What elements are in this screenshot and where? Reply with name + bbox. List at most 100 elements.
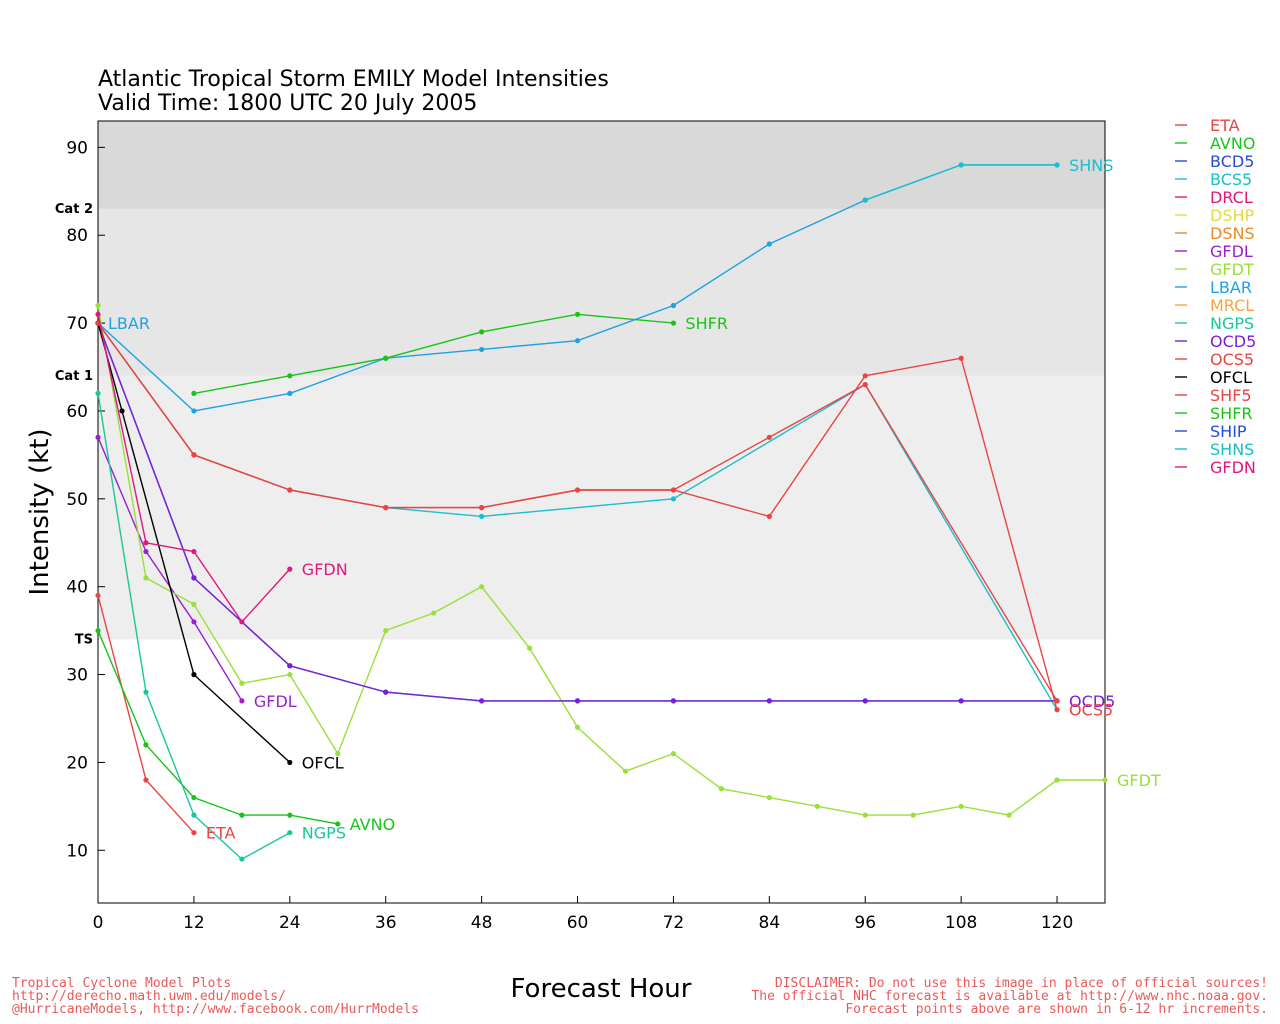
footer-right-line: The official NHC forecast is available a… xyxy=(751,989,1268,1004)
legend-label: OFCL xyxy=(1210,368,1252,387)
data-point xyxy=(143,548,149,555)
y-tick-label: 60 xyxy=(66,402,88,422)
x-tick-label: 84 xyxy=(759,913,781,933)
data-point xyxy=(143,540,149,546)
data-point xyxy=(191,452,197,458)
footer-left-line: @HurricaneModels, http://www.facebook.co… xyxy=(12,1002,419,1017)
data-point xyxy=(1054,707,1060,713)
legend-label: OCD5 xyxy=(1210,332,1256,351)
legend: ETAAVNOBCD5BCS5DRCLDSHPDSNSGFDLGFDTLBARM… xyxy=(1175,116,1256,477)
x-tick-label: 24 xyxy=(279,913,301,933)
data-point xyxy=(287,830,293,836)
data-point xyxy=(622,768,629,774)
data-point xyxy=(287,663,293,669)
data-point xyxy=(287,487,293,493)
series-end-label: GFDN xyxy=(302,560,348,579)
data-point xyxy=(119,408,125,414)
data-point xyxy=(1054,698,1060,704)
data-point xyxy=(1102,777,1108,783)
data-point xyxy=(143,777,149,783)
data-point xyxy=(287,566,293,572)
y-tick-label: 40 xyxy=(66,578,88,598)
data-point xyxy=(479,513,485,519)
data-point xyxy=(574,698,581,704)
series-end-label: OCD5 xyxy=(1069,692,1115,711)
intensity-band xyxy=(98,208,1105,376)
data-point xyxy=(287,373,293,379)
x-tick-label: 0 xyxy=(93,913,104,933)
data-point xyxy=(766,434,772,440)
data-point xyxy=(239,856,245,862)
legend-label: DSNS xyxy=(1210,224,1255,243)
x-tick-label: 12 xyxy=(183,913,205,933)
series-line-ofcl xyxy=(97,322,291,763)
legend-label: GFDT xyxy=(1210,260,1254,279)
band-label: Cat 1 xyxy=(55,369,93,384)
data-point xyxy=(958,698,964,704)
intensity-bands: TS Cat 1 Cat 2 xyxy=(55,121,1105,647)
series-line-avno xyxy=(97,630,338,825)
band-label: Cat 2 xyxy=(55,202,93,217)
series-end-label: NGPS xyxy=(302,824,346,843)
x-tick-label: 120 xyxy=(1041,913,1073,933)
series-end-label: SHNS xyxy=(1069,156,1113,175)
footer-left: Tropical Cyclone Model Plots http://dere… xyxy=(12,976,419,1017)
data-point xyxy=(191,390,197,396)
x-tick-label: 72 xyxy=(663,913,685,933)
data-point xyxy=(239,698,245,704)
legend-label: BCS5 xyxy=(1210,170,1252,189)
y-tick-label: 30 xyxy=(66,666,88,686)
series-end-label: GFDL xyxy=(254,692,297,711)
data-point xyxy=(1054,777,1060,783)
data-point xyxy=(958,803,964,809)
data-point xyxy=(335,751,341,757)
data-point xyxy=(862,812,868,818)
data-point xyxy=(670,302,677,309)
x-tick-label: 96 xyxy=(854,913,876,933)
data-point xyxy=(670,751,677,757)
footer-left-line: Tropical Cyclone Model Plots xyxy=(12,976,231,991)
data-point xyxy=(574,487,581,493)
series-end-label: GFDT xyxy=(1117,771,1161,790)
y-tick-label: 50 xyxy=(66,490,88,510)
data-point xyxy=(1006,812,1012,818)
data-point xyxy=(383,689,389,695)
x-tick-label: 60 xyxy=(567,913,589,933)
legend-label: GFDN xyxy=(1210,458,1256,477)
data-point xyxy=(95,390,101,396)
data-point xyxy=(574,724,581,730)
data-point xyxy=(143,575,149,581)
data-point xyxy=(287,812,293,818)
data-point xyxy=(766,241,772,247)
legend-label: SHIP xyxy=(1210,422,1247,441)
plot-area: 0 12 24 36 48 60 72 84 96 108 120 10 20 30 40 50 60 70 80 9… xyxy=(66,120,1106,933)
data-point xyxy=(143,689,149,695)
data-point xyxy=(910,812,916,818)
series-end-label: ETA xyxy=(206,824,236,843)
data-point xyxy=(287,759,293,766)
y-tick-label: 70 xyxy=(66,314,88,334)
intensity-band xyxy=(98,375,1105,640)
data-point xyxy=(862,373,868,379)
legend-label: AVNO xyxy=(1210,134,1255,153)
data-point xyxy=(191,812,197,818)
data-point xyxy=(239,619,245,625)
chart-subtitle: Valid Time: 1800 UTC 20 July 2005 xyxy=(98,91,477,116)
data-point xyxy=(95,628,101,634)
series-layer xyxy=(95,162,1108,862)
footer-right-line: DISCLAIMER: Do not use this image in pla… xyxy=(775,976,1268,991)
data-point xyxy=(191,575,197,581)
data-point xyxy=(479,698,485,704)
data-point xyxy=(95,311,101,317)
data-point xyxy=(191,548,197,555)
data-point xyxy=(191,601,197,607)
legend-label: GFDL xyxy=(1210,242,1253,261)
footer-right-line: Forecast points above are shown in 6-12 … xyxy=(845,1002,1268,1017)
data-point xyxy=(335,821,341,827)
data-point xyxy=(383,505,389,511)
data-point xyxy=(287,671,293,678)
data-point xyxy=(479,346,485,353)
data-point xyxy=(958,355,964,361)
data-point xyxy=(670,496,677,502)
